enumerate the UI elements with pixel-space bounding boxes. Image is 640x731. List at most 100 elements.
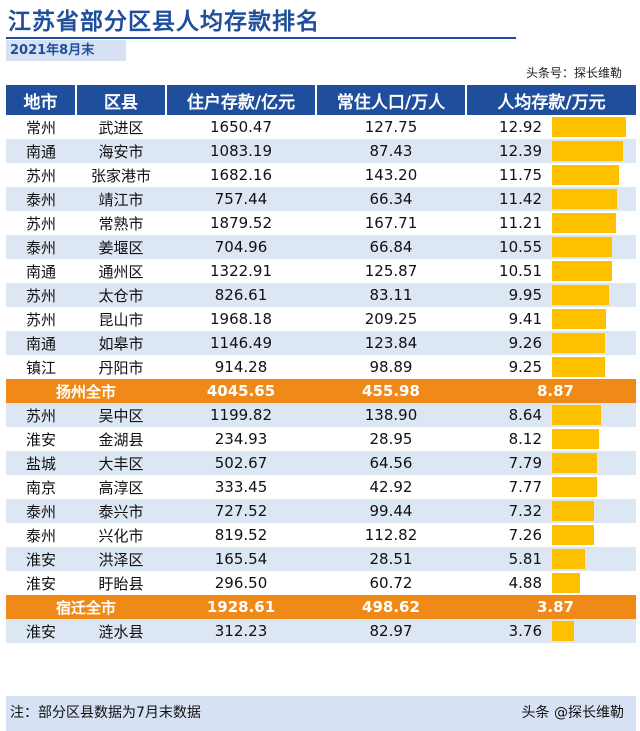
table-row: 淮安 洪泽区 165.54 28.51 5.81 — [6, 547, 636, 571]
district-cell: 常熟市 — [76, 211, 166, 235]
table-row: 泰州 兴化市 819.52 112.82 7.26 — [6, 523, 636, 547]
deposit-cell: 1879.52 — [166, 211, 316, 235]
title-divider — [6, 37, 516, 39]
table-row: 常州 武进区 1650.47 127.75 12.92 — [6, 115, 636, 139]
deposit-cell: 1650.47 — [166, 115, 316, 139]
per-capita-cell: 10.51 — [466, 259, 636, 283]
population-cell: 209.25 — [316, 307, 466, 331]
district-cell: 海安市 — [76, 139, 166, 163]
per-capita-bar — [552, 333, 605, 353]
per-capita-bar — [552, 237, 612, 257]
city-cell: 泰州 — [6, 499, 76, 523]
per-capita-value: 11.42 — [499, 190, 542, 208]
district-cell: 张家港市 — [76, 163, 166, 187]
header-city: 地市 — [6, 85, 77, 115]
population-cell: 498.62 — [316, 595, 466, 619]
per-capita-cell: 9.41 — [466, 307, 636, 331]
city-cell: 淮安 — [6, 427, 76, 451]
city-cell: 常州 — [6, 115, 76, 139]
population-cell: 127.75 — [316, 115, 466, 139]
district-cell: 如皋市 — [76, 331, 166, 355]
per-capita-bar — [552, 165, 619, 185]
city-cell: 泰州 — [6, 187, 76, 211]
city-cell: 苏州 — [6, 163, 76, 187]
per-capita-value: 9.41 — [508, 310, 542, 328]
per-capita-cell: 7.77 — [466, 475, 636, 499]
table-body: 常州 武进区 1650.47 127.75 12.92 南通 海安市 1083.19 87.43… — [6, 115, 636, 643]
deposit-cell: 1083.19 — [166, 139, 316, 163]
district-cell: 昆山市 — [76, 307, 166, 331]
deposit-cell: 727.52 — [166, 499, 316, 523]
population-cell: 455.98 — [316, 379, 466, 403]
table-row: 泰州 靖江市 757.44 66.34 11.42 — [6, 187, 636, 211]
deposit-cell: 1146.49 — [166, 331, 316, 355]
per-capita-cell: 8.64 — [466, 403, 636, 427]
per-capita-cell: 9.25 — [466, 355, 636, 379]
per-capita-cell: 3.76 — [466, 619, 636, 643]
per-capita-bar — [552, 285, 609, 305]
page-title: 江苏省部分区县人均存款排名 — [8, 9, 320, 35]
deposit-cell: 914.28 — [166, 355, 316, 379]
per-capita-value: 9.25 — [508, 358, 542, 376]
per-capita-value: 9.95 — [508, 286, 542, 304]
district-cell: 通州区 — [76, 259, 166, 283]
population-cell: 64.56 — [316, 451, 466, 475]
per-capita-cell: 7.79 — [466, 451, 636, 475]
city-cell: 南通 — [6, 331, 76, 355]
per-capita-value: 8.12 — [508, 430, 542, 448]
deposit-cell: 312.23 — [166, 619, 316, 643]
city-cell: 镇江 — [6, 355, 76, 379]
population-cell: 83.11 — [316, 283, 466, 307]
population-cell: 28.95 — [316, 427, 466, 451]
table-row: 苏州 常熟市 1879.52 167.71 11.21 — [6, 211, 636, 235]
per-capita-cell: 5.81 — [466, 547, 636, 571]
district-cell: 金湖县 — [76, 427, 166, 451]
per-capita-bar — [552, 525, 594, 545]
district-cell: 涟水县 — [76, 619, 166, 643]
city-cell: 苏州 — [6, 211, 76, 235]
table-row: 苏州 太仓市 826.61 83.11 9.95 — [6, 283, 636, 307]
per-capita-cell: 11.21 — [466, 211, 636, 235]
table-row: 盐城 大丰区 502.67 64.56 7.79 — [6, 451, 636, 475]
deposit-cell: 165.54 — [166, 547, 316, 571]
table-row: 南通 海安市 1083.19 87.43 12.39 — [6, 139, 636, 163]
per-capita-cell: 9.26 — [466, 331, 636, 355]
per-capita-value: 3.76 — [508, 622, 542, 640]
table-row: 镇江 丹阳市 914.28 98.89 9.25 — [6, 355, 636, 379]
deposit-cell: 1199.82 — [166, 403, 316, 427]
city-cell: 泰州 — [6, 523, 76, 547]
per-capita-cell: 7.26 — [466, 523, 636, 547]
source-credit: 头条号：探长维勒 — [525, 66, 622, 80]
per-capita-cell: 10.55 — [466, 235, 636, 259]
header-population: 常住人口/万人 — [316, 85, 467, 115]
per-capita-value: 7.77 — [508, 478, 542, 496]
district-cell: 吴中区 — [76, 403, 166, 427]
district-cell: 靖江市 — [76, 187, 166, 211]
district-cell: 丹阳市 — [76, 355, 166, 379]
population-cell: 112.82 — [316, 523, 466, 547]
per-capita-bar — [552, 453, 597, 473]
population-cell: 167.71 — [316, 211, 466, 235]
per-capita-bar — [552, 189, 617, 209]
district-cell: 太仓市 — [76, 283, 166, 307]
table-header-row: 地市 区县 住户存款/亿元 常住人口/万人 人均存款/万元 — [6, 85, 636, 115]
table-row: 淮安 金湖县 234.93 28.95 8.12 — [6, 427, 636, 451]
per-capita-cell: 9.95 — [466, 283, 636, 307]
per-capita-value: 5.81 — [508, 550, 542, 568]
table-row: 泰州 泰兴市 727.52 99.44 7.32 — [6, 499, 636, 523]
per-capita-bar — [552, 213, 616, 233]
table-row: 淮安 盱眙县 296.50 60.72 4.88 — [6, 571, 636, 595]
table-row: 苏州 昆山市 1968.18 209.25 9.41 — [6, 307, 636, 331]
table-row: 南京 高淳区 333.45 42.92 7.77 — [6, 475, 636, 499]
per-capita-bar — [552, 405, 601, 425]
per-capita-cell: 8.87 — [466, 379, 636, 403]
city-cell: 泰州 — [6, 235, 76, 259]
per-capita-bar — [552, 549, 585, 569]
per-capita-bar — [552, 309, 606, 329]
per-capita-bar — [552, 429, 599, 449]
per-capita-cell: 11.75 — [466, 163, 636, 187]
per-capita-cell: 7.32 — [466, 499, 636, 523]
population-cell: 60.72 — [316, 571, 466, 595]
population-cell: 66.84 — [316, 235, 466, 259]
deposit-cell: 333.45 — [166, 475, 316, 499]
